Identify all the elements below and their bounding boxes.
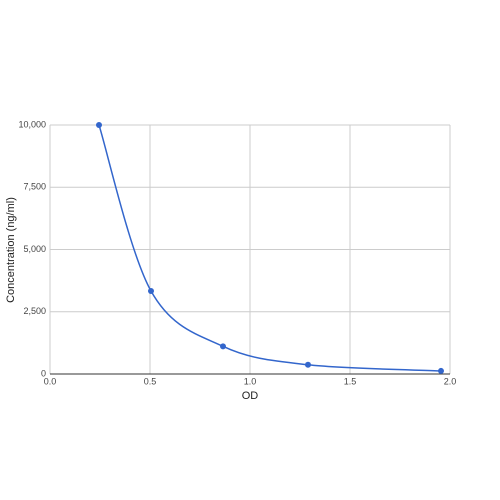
data-point [148, 288, 154, 295]
x-axis-title: OD [242, 390, 259, 402]
data-point [220, 343, 226, 350]
y-tick-label: 7,500 [23, 182, 46, 192]
x-tick-label: 1.5 [344, 376, 357, 386]
y-tick-label: 10,000 [18, 119, 46, 129]
y-tick-label: 5,000 [23, 244, 46, 254]
data-point [96, 122, 102, 128]
x-tick-label: 0.5 [144, 376, 157, 386]
x-tick-label: 1.0 [244, 376, 257, 386]
y-axis-title: Concentration (ng/ml) [5, 197, 17, 303]
y-tick-label: 2,500 [23, 306, 46, 316]
y-tick-label: 0 [41, 368, 46, 378]
data-point [305, 361, 311, 368]
x-tick-label: 2.0 [444, 376, 457, 386]
data-point [438, 367, 444, 374]
x-tick-label: 0.0 [44, 376, 57, 386]
